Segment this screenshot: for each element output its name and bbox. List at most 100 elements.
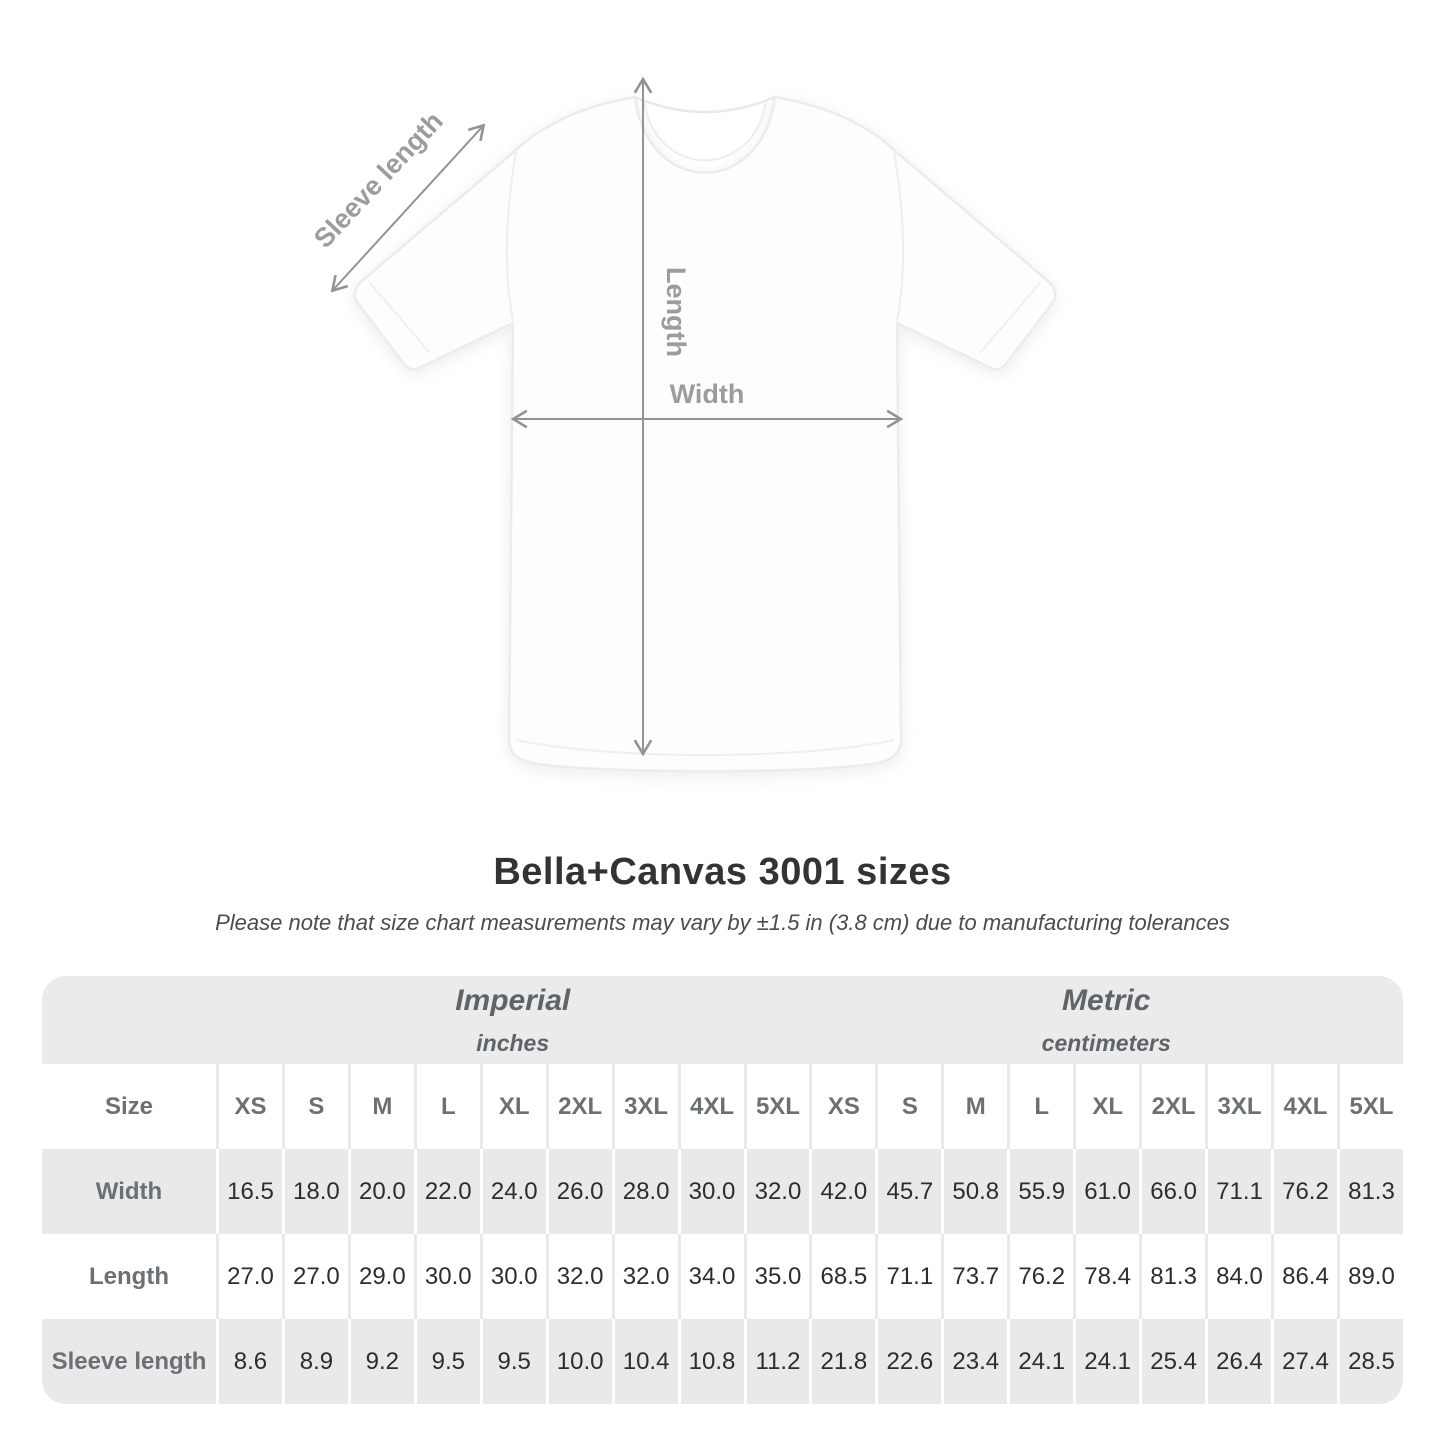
measurement-value: 71.1 bbox=[875, 1234, 941, 1319]
measurement-value: 35.0 bbox=[743, 1234, 810, 1319]
measurement-value: 21.8 bbox=[809, 1319, 875, 1404]
size-col-header: M bbox=[941, 1064, 1007, 1149]
measurement-value: 11.2 bbox=[743, 1319, 810, 1404]
measurement-value: 76.2 bbox=[1007, 1234, 1073, 1319]
measurement-value: 24.1 bbox=[1007, 1319, 1073, 1404]
page-title: Bella+Canvas 3001 sizes bbox=[493, 851, 952, 893]
measurement-value: 84.0 bbox=[1205, 1234, 1271, 1319]
length-label: Length bbox=[661, 267, 691, 357]
measurement-value: 30.0 bbox=[413, 1234, 480, 1319]
size-row-label: Size bbox=[104, 1092, 154, 1120]
measurement-value: 28.5 bbox=[1336, 1319, 1403, 1404]
size-col-header: L bbox=[413, 1064, 480, 1149]
width-label: Width bbox=[670, 379, 745, 409]
units-spacer-cell bbox=[42, 976, 216, 1064]
imperial-sublabel: inches bbox=[476, 1029, 550, 1056]
size-col-header: S bbox=[281, 1064, 348, 1149]
measurement-value: 9.5 bbox=[413, 1319, 480, 1404]
tshirt-left-armhole-seam bbox=[505, 151, 517, 322]
size-table: Imperial inches Metric centimeters Size … bbox=[42, 976, 1403, 1404]
measurement-row-label: Width bbox=[95, 1177, 163, 1205]
measurement-value: 86.4 bbox=[1271, 1234, 1337, 1319]
measurement-value: 42.0 bbox=[809, 1149, 875, 1234]
tshirt-left-sleeve-hem-seam bbox=[369, 282, 431, 354]
measurement-value: 23.4 bbox=[941, 1319, 1007, 1404]
measurement-value: 18.0 bbox=[281, 1149, 348, 1234]
imperial-header-cell: Imperial inches bbox=[216, 976, 810, 1064]
measurement-value: 25.4 bbox=[1139, 1319, 1205, 1404]
measurement-value: 30.0 bbox=[677, 1149, 744, 1234]
measurement-value: 71.1 bbox=[1205, 1149, 1271, 1234]
measurement-row-label: Length bbox=[89, 1262, 169, 1290]
measurement-value: 26.4 bbox=[1205, 1319, 1271, 1404]
measurement-value: 20.0 bbox=[347, 1149, 414, 1234]
metric-label: Metric bbox=[1062, 983, 1151, 1017]
tolerance-note: Please note that size chart measurements… bbox=[215, 910, 1230, 935]
size-col-header: XL bbox=[479, 1064, 546, 1149]
measurement-value: 61.0 bbox=[1073, 1149, 1139, 1234]
size-col-header: 3XL bbox=[1205, 1064, 1271, 1149]
size-table-body: Width 16.5 18.0 20.0 22.0 24.0 26.0 28.0 30.0 32.… bbox=[42, 1149, 1403, 1404]
size-col-header: 2XL bbox=[1139, 1064, 1205, 1149]
measurement-value: 81.3 bbox=[1139, 1234, 1205, 1319]
measurement-value: 22.0 bbox=[413, 1149, 480, 1234]
measurement-value: 32.0 bbox=[743, 1149, 810, 1234]
measurement-value: 8.6 bbox=[216, 1319, 282, 1404]
measurement-value: 81.3 bbox=[1336, 1149, 1403, 1234]
measurement-value: 9.5 bbox=[479, 1319, 546, 1404]
tshirt-back-collar-seam bbox=[634, 95, 776, 114]
measurement-value: 8.9 bbox=[281, 1319, 348, 1404]
size-col-header: 4XL bbox=[1271, 1064, 1337, 1149]
size-col-header: 5XL bbox=[743, 1064, 810, 1149]
tshirt-collar-seam bbox=[643, 100, 767, 162]
tshirt-diagram: Sleeve length Length Width bbox=[308, 76, 1057, 773]
measurement-value: 22.6 bbox=[875, 1319, 941, 1404]
measurement-value: 16.5 bbox=[216, 1149, 282, 1234]
size-chart-page: Sleeve length Length Width Bella+Canvas … bbox=[42, 76, 1403, 1404]
measurement-value: 26.0 bbox=[545, 1149, 612, 1234]
measurement-value: 29.0 bbox=[347, 1234, 414, 1319]
size-col-header: L bbox=[1007, 1064, 1073, 1149]
measurement-value: 28.0 bbox=[611, 1149, 678, 1234]
measurement-value: 27.4 bbox=[1271, 1319, 1337, 1404]
size-col-header: 5XL bbox=[1336, 1064, 1403, 1149]
measurement-value: 24.0 bbox=[479, 1149, 546, 1234]
measurement-row: Width 16.5 18.0 20.0 22.0 24.0 26.0 28.0 30.0 32.… bbox=[42, 1149, 1403, 1234]
sleeve-length-arrow bbox=[330, 123, 486, 293]
tshirt-body-path bbox=[353, 95, 1057, 773]
imperial-label: Imperial bbox=[455, 983, 571, 1017]
measurement-value: 10.0 bbox=[545, 1319, 612, 1404]
size-table-wrap: Imperial inches Metric centimeters Size … bbox=[42, 976, 1403, 1404]
measurement-value: 50.8 bbox=[941, 1149, 1007, 1234]
measurement-value: 30.0 bbox=[479, 1234, 546, 1319]
size-header-row: Size XS S M L XL 2XL 3XL 4XL 5XL XS S M L XL 2XL 3XL 4XL… bbox=[42, 1064, 1403, 1149]
measurement-value: 32.0 bbox=[545, 1234, 612, 1319]
units-header-row: Imperial inches Metric centimeters bbox=[42, 976, 1403, 1064]
measurement-value: 76.2 bbox=[1271, 1149, 1337, 1234]
measurement-value: 73.7 bbox=[941, 1234, 1007, 1319]
measurement-value: 10.8 bbox=[677, 1319, 744, 1404]
tshirt-figure: Sleeve length Length Width bbox=[308, 76, 1057, 773]
measurement-value: 34.0 bbox=[677, 1234, 744, 1319]
metric-header-cell: Metric centimeters bbox=[809, 976, 1403, 1064]
measurement-value: 66.0 bbox=[1139, 1149, 1205, 1234]
tshirt-right-armhole-seam bbox=[893, 151, 905, 322]
measurement-value: 27.0 bbox=[216, 1234, 282, 1319]
measurement-row-label: Sleeve length bbox=[51, 1347, 207, 1375]
size-col-header: 4XL bbox=[677, 1064, 744, 1149]
measurement-value: 10.4 bbox=[611, 1319, 678, 1404]
measurement-value: 32.0 bbox=[611, 1234, 678, 1319]
size-col-header: XL bbox=[1073, 1064, 1139, 1149]
measurement-arrows bbox=[330, 76, 904, 757]
tshirt-hem-seam bbox=[515, 739, 895, 756]
size-col-header: S bbox=[875, 1064, 941, 1149]
metric-sublabel: centimeters bbox=[1041, 1029, 1171, 1056]
measurement-value: 55.9 bbox=[1007, 1149, 1073, 1234]
measurement-row: Length 27.0 27.0 29.0 30.0 30.0 32.0 32.0 34.0 35… bbox=[42, 1234, 1403, 1319]
measurement-row: Sleeve length 8.6 8.9 9.2 9.5 9.5 10.0 10.4 10.8… bbox=[42, 1319, 1403, 1404]
size-col-header: XS bbox=[809, 1064, 875, 1149]
measurement-value: 9.2 bbox=[347, 1319, 414, 1404]
size-col-header: 3XL bbox=[611, 1064, 678, 1149]
measurement-value: 27.0 bbox=[281, 1234, 348, 1319]
measurement-value: 68.5 bbox=[809, 1234, 875, 1319]
